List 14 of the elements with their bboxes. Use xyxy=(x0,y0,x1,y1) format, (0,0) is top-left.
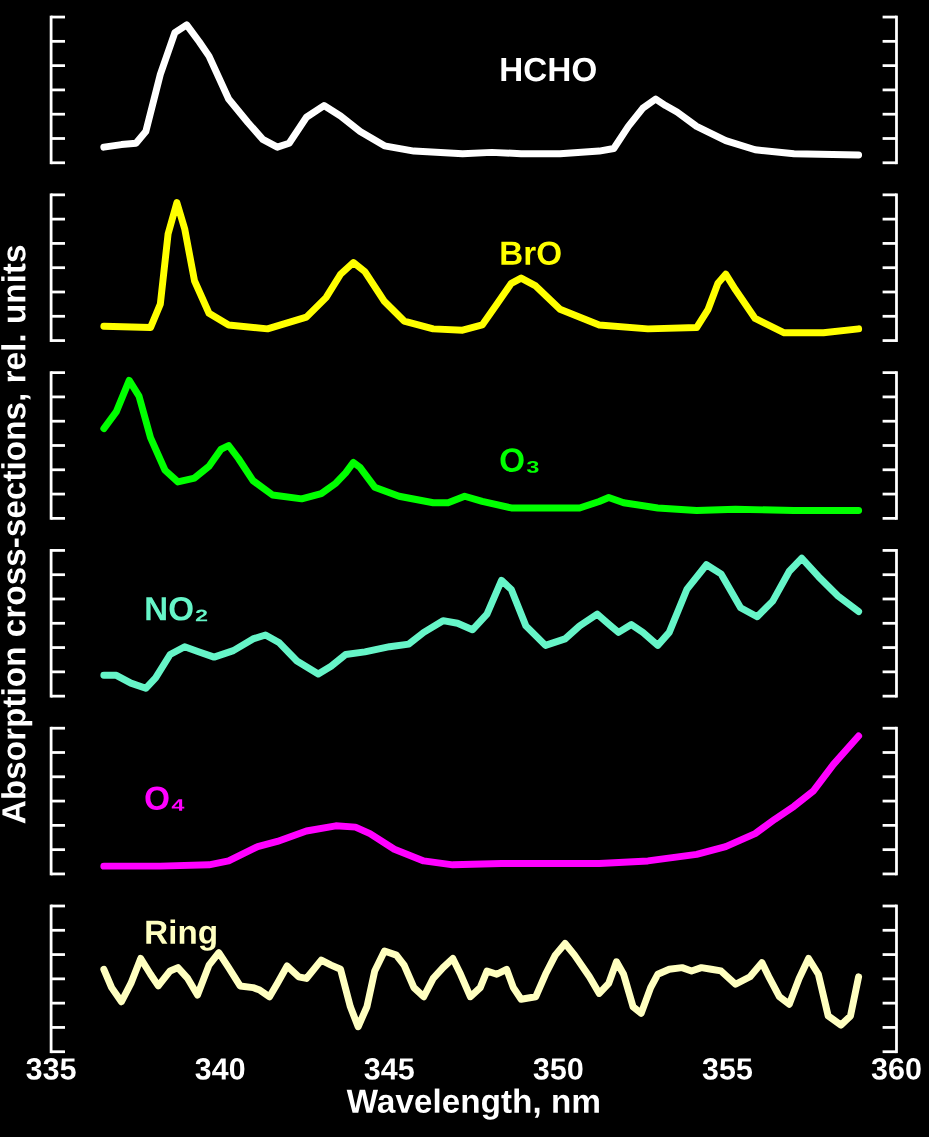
x-tick-label: 355 xyxy=(702,1058,753,1080)
y-axis-title: Absorption cross-sections, rel. units xyxy=(1,245,33,824)
series-label: Ring xyxy=(146,919,216,951)
x-tick-label: 345 xyxy=(364,1058,414,1080)
x-tick-label: 340 xyxy=(195,1058,245,1080)
x-tick-label: 360 xyxy=(871,1058,921,1080)
series-label: BrO xyxy=(501,241,561,265)
series-label: O₃ xyxy=(500,448,539,473)
series-label: O₄ xyxy=(145,786,185,811)
x-tick-label: 350 xyxy=(533,1058,583,1080)
x-tick-label: 335 xyxy=(26,1058,76,1080)
series-label: NO₂ xyxy=(146,596,208,622)
series-label: HCHO xyxy=(501,57,596,82)
x-axis-title: Wavelength, nm xyxy=(346,1088,599,1120)
